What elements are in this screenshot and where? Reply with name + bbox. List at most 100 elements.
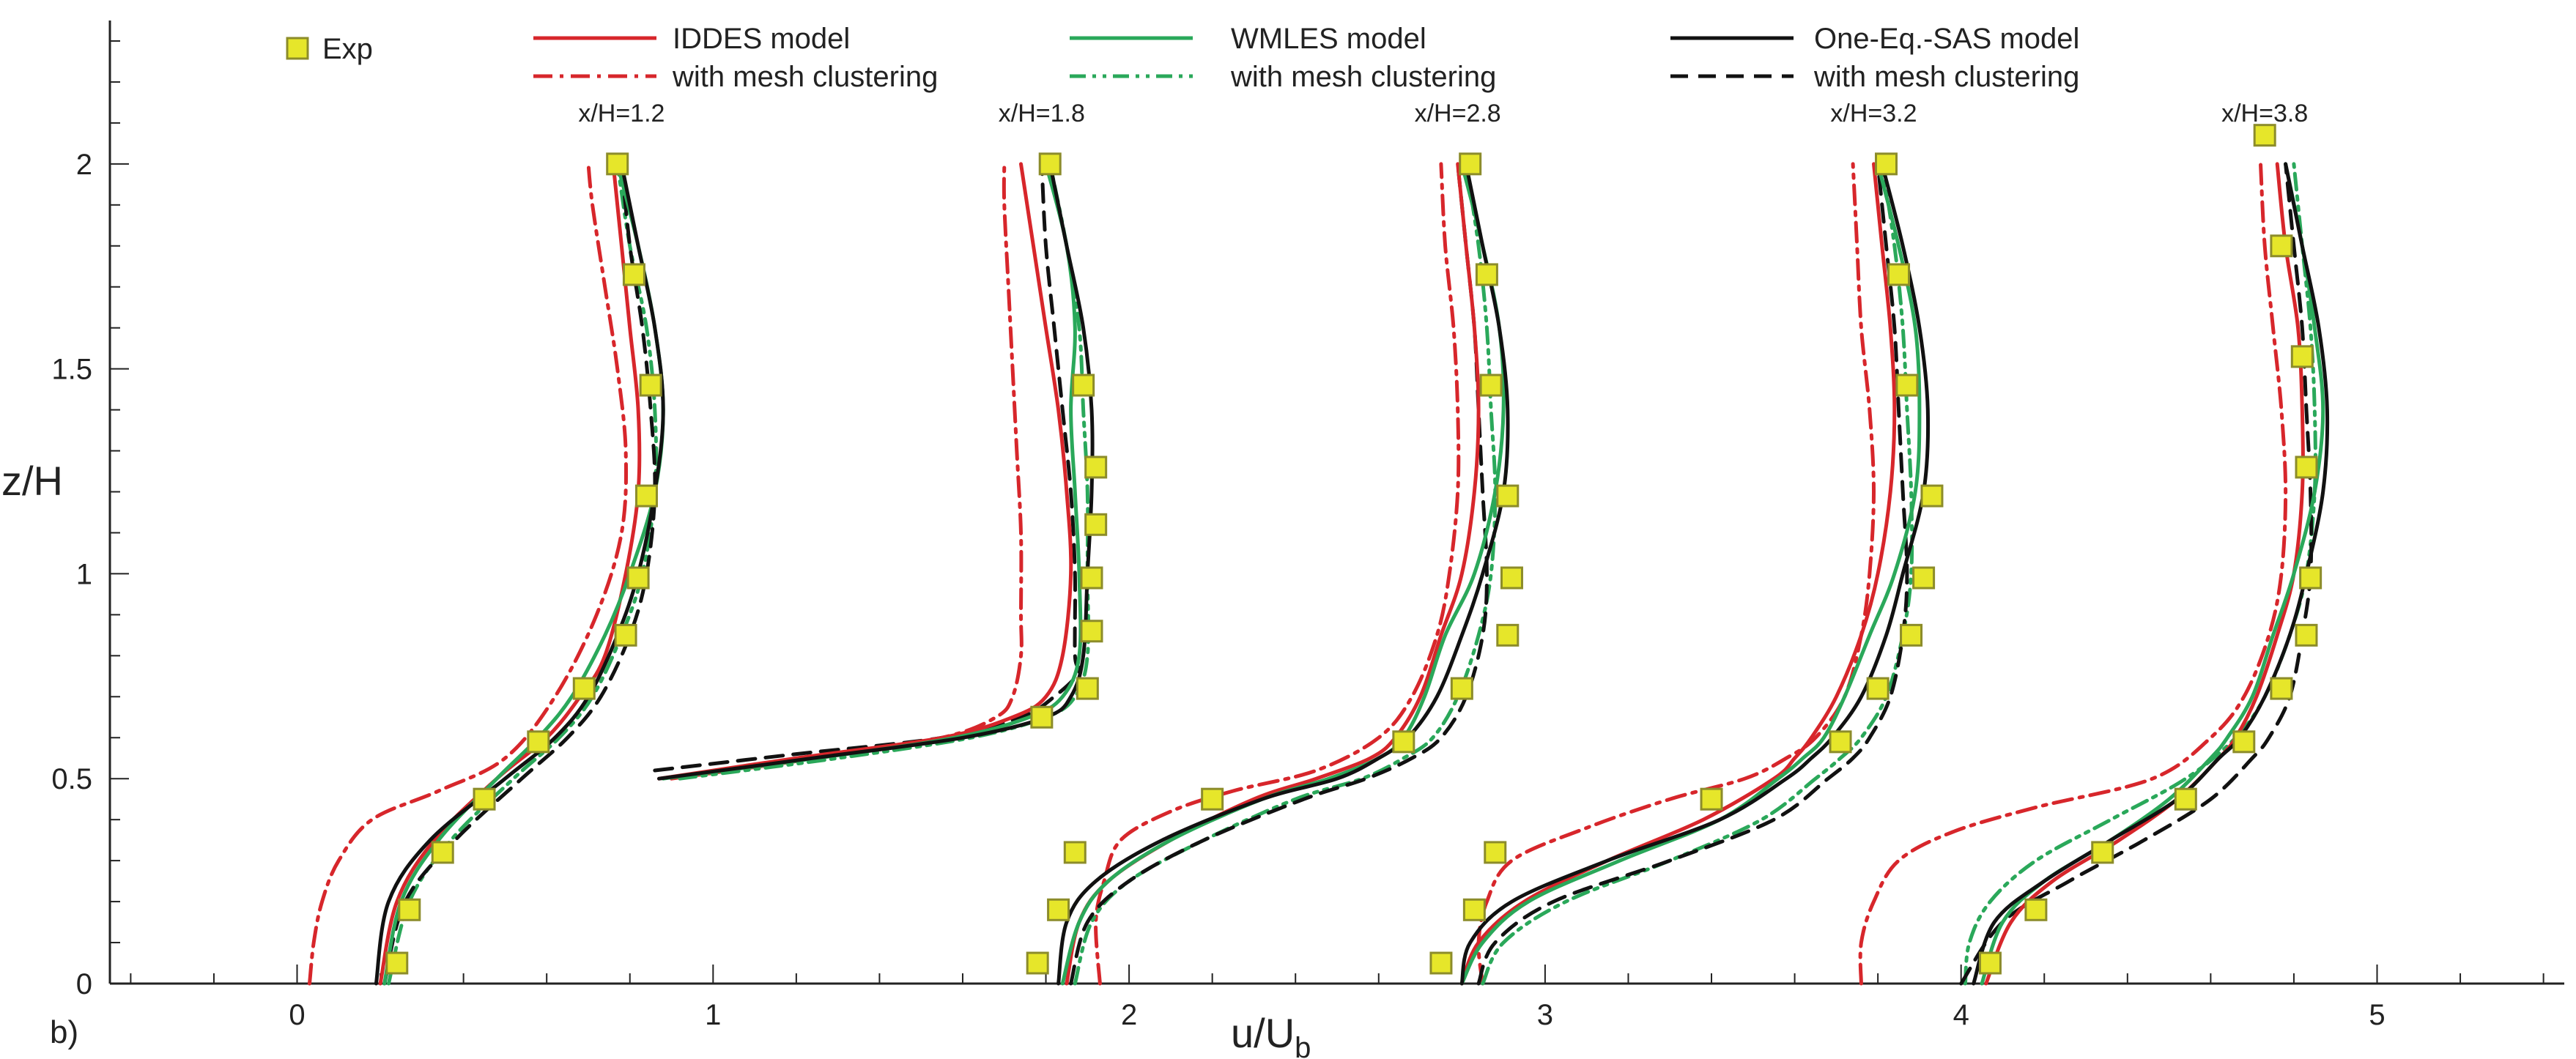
- exp-point-station-2: [1038, 152, 1062, 176]
- y-tick-label: 1.5: [51, 354, 92, 386]
- exp-point-station-1: [431, 841, 454, 864]
- x-tick-label: 3: [1537, 999, 1553, 1031]
- exp-point-station-4: [1900, 623, 1923, 647]
- exp-point-station-1: [639, 374, 662, 397]
- exp-point-station-4: [1874, 152, 1898, 176]
- y-axis-title: z/H: [1, 458, 63, 504]
- legend-wmles-mc-label: with mesh clustering: [1230, 61, 1496, 93]
- exp-point-station-3: [1479, 374, 1503, 397]
- x-axis-title: u/Ub: [1231, 1010, 1311, 1059]
- exp-point-station-1: [606, 152, 629, 176]
- exp-point-station-3: [1496, 623, 1520, 647]
- exp-point-station-5: [2295, 456, 2318, 479]
- x-axis-title-subscript: b: [1295, 1032, 1311, 1059]
- exp-point-station-5: [2270, 234, 2293, 258]
- station-label-5: x/H=3.8: [2221, 100, 2308, 127]
- exp-point-station-5: [2232, 730, 2256, 754]
- y-tick-label: 2: [76, 149, 92, 181]
- curve-iddes-station-5: [1984, 162, 2305, 986]
- y-tick-label: 0.5: [51, 763, 92, 795]
- exp-point-station-1: [634, 484, 658, 508]
- station-label-1: x/H=1.2: [578, 100, 665, 127]
- curve-iddes-mc-station-5: [1858, 162, 2288, 986]
- exp-point-station-5: [2091, 841, 2114, 864]
- legend: Exp IDDES model with mesh clustering WMLES …: [286, 23, 2079, 93]
- exp-point-station-1: [622, 263, 645, 286]
- curve-wmles-mc-station-4: [1481, 162, 1914, 986]
- panel-label: b): [50, 1014, 78, 1050]
- legend-sas-label: One-Eq.-SAS model: [1814, 23, 2079, 55]
- exp-point-station-5: [1978, 951, 2002, 975]
- x-tick-label: 5: [2369, 999, 2385, 1031]
- x-tick-label: 4: [1953, 999, 1969, 1031]
- exp-point-station-5: [2174, 787, 2197, 811]
- legend-sas-mc-label: with mesh clustering: [1813, 61, 2079, 93]
- exp-point-station-2: [1084, 456, 1108, 479]
- x-axis-title-main: u/U: [1231, 1010, 1295, 1056]
- exp-point-station-2: [1080, 566, 1103, 590]
- exp-point-station-4: [1700, 787, 1723, 811]
- exp-point-station-5: [2253, 124, 2276, 147]
- exp-point-station-5: [2295, 623, 2318, 647]
- station-label-2: x/H=1.8: [999, 100, 1085, 127]
- curve-iddes-station-1: [378, 162, 642, 986]
- exp-point-station-4: [1429, 951, 1453, 975]
- exp-point-station-5: [2270, 677, 2293, 700]
- station-label-3: x/H=2.8: [1415, 100, 1501, 127]
- curve-iddes-mc-station-1: [308, 162, 629, 986]
- exp-point-station-4: [1920, 484, 1944, 508]
- exp-point-station-4: [1462, 898, 1486, 921]
- legend-iddes-mc-label: with mesh clustering: [672, 61, 938, 93]
- exp-point-station-3: [1500, 566, 1523, 590]
- exp-point-station-5: [2290, 345, 2314, 368]
- exp-point-station-3: [1201, 787, 1224, 811]
- exp-point-station-3: [1450, 677, 1473, 700]
- station-label-4: x/H=3.2: [1830, 100, 1917, 127]
- exp-point-station-3: [1063, 841, 1087, 864]
- station-labels: x/H=1.2 x/H=1.8 x/H=2.8 x/H=3.2 x/H=3.8: [578, 100, 2308, 127]
- y-tick-label: 1: [76, 558, 92, 590]
- x-tick-label: 2: [1121, 999, 1137, 1031]
- legend-exp-label: Exp: [322, 33, 373, 65]
- curve-sas-mc-station-4: [1476, 162, 1909, 986]
- curve-iddes-station-2: [657, 162, 1073, 781]
- exp-point-station-3: [1475, 263, 1498, 286]
- exp-point-station-3: [1496, 484, 1520, 508]
- exp-point-station-4: [1866, 677, 1890, 700]
- exp-point-station-2: [1084, 513, 1108, 536]
- exp-point-station-3: [1459, 152, 1482, 176]
- exp-point-station-4: [1887, 263, 1911, 286]
- exp-point-station-4: [1895, 374, 1919, 397]
- y-tick-label: 0: [76, 968, 92, 1000]
- exp-point-station-4: [1829, 730, 1852, 754]
- exp-point-station-2: [1080, 620, 1103, 643]
- legend-iddes-label: IDDES model: [673, 23, 850, 55]
- curve-iddes-mc-station-4: [1476, 162, 1876, 986]
- exp-point-station-3: [1392, 730, 1415, 754]
- exp-point-station-1: [398, 898, 421, 921]
- curve-iddes-mc-station-3: [1094, 162, 1461, 986]
- axes: 0 0.5 1 1.5 2 0 1 2 3 4 5: [51, 21, 2564, 1031]
- experimental-points: [385, 124, 2323, 975]
- exp-point-station-2: [1072, 374, 1095, 397]
- x-tick-label: 0: [289, 999, 305, 1031]
- exp-point-station-2: [1076, 677, 1099, 700]
- curve-sas-station-3: [1056, 162, 1510, 986]
- curve-wmles-station-4: [1459, 162, 1922, 986]
- curve-sas-mc-station-5: [1959, 162, 2314, 986]
- exp-point-station-4: [1912, 566, 1936, 590]
- legend-exp-swatch: [286, 37, 309, 60]
- exp-point-station-1: [572, 677, 596, 700]
- exp-point-station-1: [473, 787, 496, 811]
- exp-point-station-2: [1030, 705, 1054, 729]
- exp-point-station-4: [1484, 841, 1507, 864]
- exp-point-station-1: [385, 951, 409, 975]
- exp-point-station-1: [614, 623, 637, 647]
- exp-point-station-1: [527, 730, 550, 754]
- exp-point-station-5: [2299, 566, 2323, 590]
- legend-wmles-label: WMLES model: [1231, 23, 1426, 55]
- exp-point-station-3: [1047, 898, 1070, 921]
- curve-sas-mc-station-3: [1069, 162, 1489, 986]
